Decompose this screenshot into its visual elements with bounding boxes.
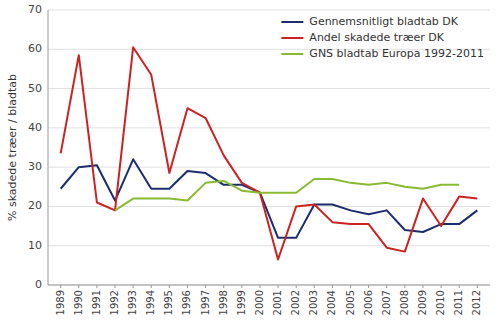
y-tick-label: 50 [28,82,42,95]
x-tick [259,285,260,288]
x-tick [241,285,242,288]
x-tick-label: 2011 [453,290,464,315]
y-tick-label: 30 [28,160,42,173]
x-tick-label: 2002 [290,290,301,315]
x-tick [169,285,170,288]
x-tick [296,285,297,288]
x-tick [115,285,116,288]
series-line [61,47,478,259]
y-tick-label: 10 [28,239,42,252]
x-tick-label: 2008 [399,290,410,315]
x-tick [386,285,387,288]
grid-line [48,167,490,168]
x-tick-label: 1996 [181,290,192,315]
y-grid [48,10,490,285]
x-tick-label: 1993 [127,290,138,315]
x-tick-label: 2005 [345,290,356,315]
x-tick [477,285,478,288]
y-tick-label: 20 [28,199,42,212]
x-tick-label: 2009 [417,290,428,315]
grid-line [48,88,490,89]
y-axis-label: % skadede træer / bladtab [6,74,19,221]
lines [61,47,478,259]
grid-line [48,10,490,11]
series-line [115,179,459,210]
x-tick [332,285,333,288]
y-tick-label: 60 [28,42,42,55]
x-tick-label: 2003 [308,290,319,315]
x-tick-label: 2012 [471,290,482,315]
x-tick [368,285,369,288]
x-tick-label: 1989 [55,290,66,315]
x-tick [205,285,206,288]
x-tick [187,285,188,288]
x-tick [441,285,442,288]
x-tick-label: 2001 [272,290,283,315]
y-tick-label: 0 [35,278,42,291]
legend-label: GNS bladtab Europa 1992-2011 [309,47,484,60]
x-tick-label: 2000 [254,290,265,315]
y-tick-label: 70 [28,3,42,16]
x-tick [96,285,97,288]
x-tick [60,285,61,288]
x-tick [404,285,405,288]
legend: Gennemsnitligt bladtab DK Andel skadede t… [281,15,484,60]
grid-line [48,206,490,207]
legend-swatch [281,21,303,23]
legend-swatch [281,53,303,55]
x-tick [223,285,224,288]
x-tick-label: 1995 [163,290,174,315]
x-axis-line [48,285,490,286]
x-tick [133,285,134,288]
x-tick-label: 2004 [326,290,337,315]
x-tick-label: 1990 [73,290,84,315]
x-tick-label: 2007 [381,290,392,315]
x-tick [151,285,152,288]
x-tick [78,285,79,288]
x-tick-label: 1999 [236,290,247,315]
x-tick [278,285,279,288]
x-tick [314,285,315,288]
grid-line [48,285,490,286]
x-tick [459,285,460,288]
x-tick-label: 1992 [109,290,120,315]
grid-line [48,127,490,128]
grid-line [48,245,490,246]
y-tick-label: 40 [28,121,42,134]
x-tick-label: 1998 [218,290,229,315]
legend-label: Gennemsnitligt bladtab DK [309,15,458,28]
x-tick-label: 1991 [91,290,102,315]
x-tick-label: 1997 [200,290,211,315]
chart: 0 10 20 30 40 50 60 70 1989 1990 1991 1992 1993 1994 1… [0,0,500,327]
legend-label: Andel skadede træer DK [309,31,444,44]
y-axis-line [48,10,49,285]
x-tick-label: 1994 [145,290,156,315]
x-tick [350,285,351,288]
x-tick-label: 2010 [435,290,446,315]
x-tick [422,285,423,288]
x-tick-label: 2006 [363,290,374,315]
legend-swatch [281,37,303,39]
